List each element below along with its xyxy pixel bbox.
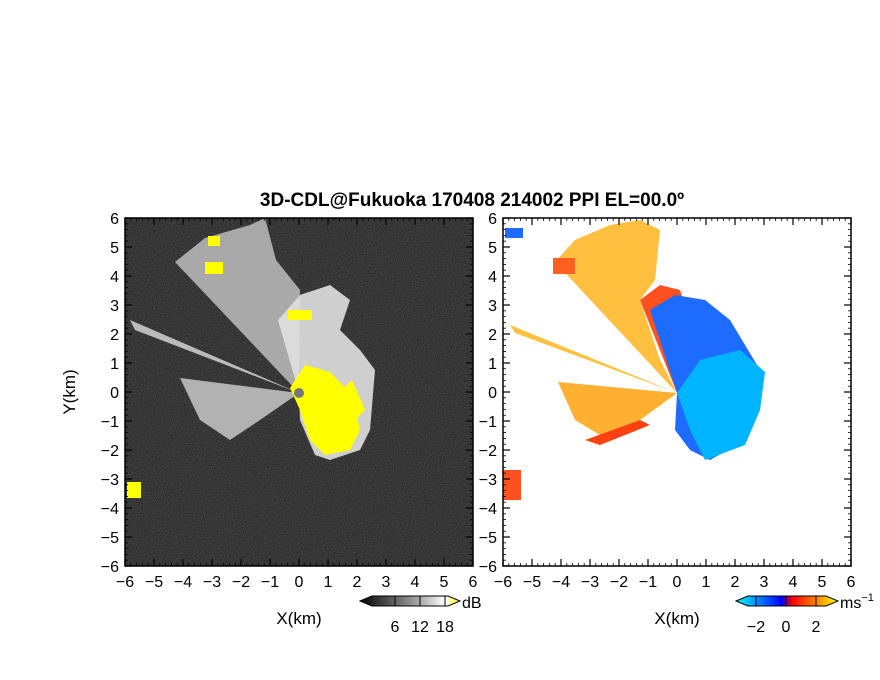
velocity-region-west-warm <box>558 382 677 435</box>
y-tick-label: 1 <box>488 356 497 373</box>
y-tick-label: 2 <box>110 327 119 344</box>
colorbar-right-bar <box>734 595 840 607</box>
echo-strong-patch-3 <box>208 236 220 246</box>
colorbar-right: −2 0 2 ms−1 <box>734 592 874 636</box>
velocity-patch-nw <box>553 258 575 274</box>
y-tick-label: 6 <box>488 211 497 228</box>
velocity-patch-west-edge <box>503 470 521 500</box>
y-tick-label: −2 <box>101 443 119 460</box>
x-tick-label: −2 <box>232 574 250 591</box>
x-tick-label: 0 <box>295 574 304 591</box>
y-tick-label: 4 <box>488 269 497 286</box>
chart-title: 3D-CDL@Fukuoka 170408 214002 PPI EL=00.0… <box>260 190 684 211</box>
x-axis-label-right: X(km) <box>654 609 699 628</box>
radar-site-marker <box>294 388 304 398</box>
velocity-region-west-red <box>585 420 650 445</box>
x-tick-label: 5 <box>818 574 827 591</box>
velocity-region-approaching-light <box>677 350 765 460</box>
y-tick-label: 0 <box>488 385 497 402</box>
colorbar-right-ticks: −2 0 2 <box>747 596 821 636</box>
colorbar-tick-label: 6 <box>391 619 400 636</box>
velocity-region-north-warm <box>555 220 677 393</box>
y-tick-label: −1 <box>479 414 497 431</box>
x-tick-label: 4 <box>411 574 420 591</box>
colorbar-right-unit-exp: −1 <box>861 592 874 604</box>
x-tick-labels-right: −6 −5 −4 −3 −2 −1 0 1 2 3 4 5 6 <box>494 574 856 591</box>
y-tick-label: 5 <box>488 240 497 257</box>
x-tick-label: −4 <box>552 574 570 591</box>
velocity-patch-corner <box>505 228 523 238</box>
y-tick-label: 6 <box>110 211 119 228</box>
y-tick-label: −6 <box>479 559 497 576</box>
x-tick-label: −3 <box>581 574 599 591</box>
echo-region-west <box>180 378 299 440</box>
x-tick-label: 0 <box>673 574 682 591</box>
x-axis-label-left: X(km) <box>276 609 321 628</box>
x-tick-label: 1 <box>324 574 333 591</box>
x-tick-label: 3 <box>382 574 391 591</box>
ticks-left <box>124 217 474 567</box>
x-tick-label: 3 <box>760 574 769 591</box>
ticks-right <box>502 217 852 567</box>
colorbar-left: 6 12 18 dB <box>358 595 482 636</box>
x-tick-label: −5 <box>523 574 541 591</box>
x-tick-label: −2 <box>610 574 628 591</box>
colorbar-left-unit: dB <box>462 595 482 612</box>
y-tick-label: −5 <box>479 530 497 547</box>
echo-region-north <box>175 218 300 393</box>
colorbar-left-bar <box>358 595 462 607</box>
x-tick-label: −1 <box>261 574 279 591</box>
echo-strong-east <box>330 380 365 425</box>
y-tick-label: 5 <box>110 240 119 257</box>
x-tick-label: 6 <box>469 574 478 591</box>
x-tick-label: 1 <box>702 574 711 591</box>
x-tick-label: 5 <box>440 574 449 591</box>
x-tick-label: −4 <box>174 574 192 591</box>
colorbar-tick-label: 2 <box>812 619 821 636</box>
echo-beam-northwest <box>130 320 299 393</box>
x-tick-label: 4 <box>789 574 798 591</box>
echo-strong-core <box>290 365 360 455</box>
y-tick-label: −4 <box>101 501 119 518</box>
colorbar-tick-label: 12 <box>411 619 429 636</box>
y-tick-label: −3 <box>479 472 497 489</box>
colorbar-right-unit: ms−1 <box>840 592 874 612</box>
colorbar-left-ticks: 6 12 18 <box>391 596 454 636</box>
x-tick-label: −3 <box>203 574 221 591</box>
panel-left: −6 −5 −4 −3 −2 −1 0 1 2 3 4 5 6 6543210−1−2−3−4−5−6 … <box>60 211 482 636</box>
y-tick-label: 4 <box>110 269 119 286</box>
y-tick-label: 3 <box>488 298 497 315</box>
velocity-beam-northwest <box>510 325 677 393</box>
echo-strong-patch-2 <box>205 262 223 274</box>
x-tick-label: 2 <box>731 574 740 591</box>
y-axis-label: Y(km) <box>60 369 79 414</box>
x-tick-label: −6 <box>494 574 512 591</box>
y-tick-label: 3 <box>110 298 119 315</box>
echo-strong-patch-1 <box>288 310 312 320</box>
y-tick-labels-left: 6 5 4 3 2 1 0 −1 −2 −3 −4 −5 −6 <box>101 211 119 576</box>
y-tick-label: 0 <box>110 385 119 402</box>
x-tick-label: 2 <box>353 574 362 591</box>
colorbar-right-unit-base: ms <box>840 595 861 612</box>
colorbar-tick-label: 18 <box>436 619 454 636</box>
x-tick-label: −1 <box>639 574 657 591</box>
x-tick-label: −5 <box>145 574 163 591</box>
echo-strong-patch-4 <box>127 482 141 498</box>
y-tick-label: −3 <box>101 472 119 489</box>
panel-right: −6 −5 −4 −3 −2 −1 0 1 2 3 4 5 6 6543210−1−2−3−4−5−6 … <box>479 211 874 636</box>
colorbar-tick-label: −2 <box>747 619 765 636</box>
x-tick-labels-left: −6 −5 −4 −3 −2 −1 0 1 2 3 4 5 6 <box>116 574 478 591</box>
y-tick-label: −5 <box>101 530 119 547</box>
x-tick-label: 6 <box>847 574 856 591</box>
y-tick-label: 2 <box>488 327 497 344</box>
y-tick-label: 1 <box>110 356 119 373</box>
y-tick-labels-right: 6 5 4 3 2 1 0 −1 −2 −3 −4 −5 −6 <box>479 211 497 576</box>
y-tick-label: −1 <box>101 414 119 431</box>
x-tick-label: −6 <box>116 574 134 591</box>
y-tick-label: −6 <box>101 559 119 576</box>
colorbar-tick-label: 0 <box>782 619 791 636</box>
y-tick-label: −4 <box>479 501 497 518</box>
y-tick-label: −2 <box>479 443 497 460</box>
